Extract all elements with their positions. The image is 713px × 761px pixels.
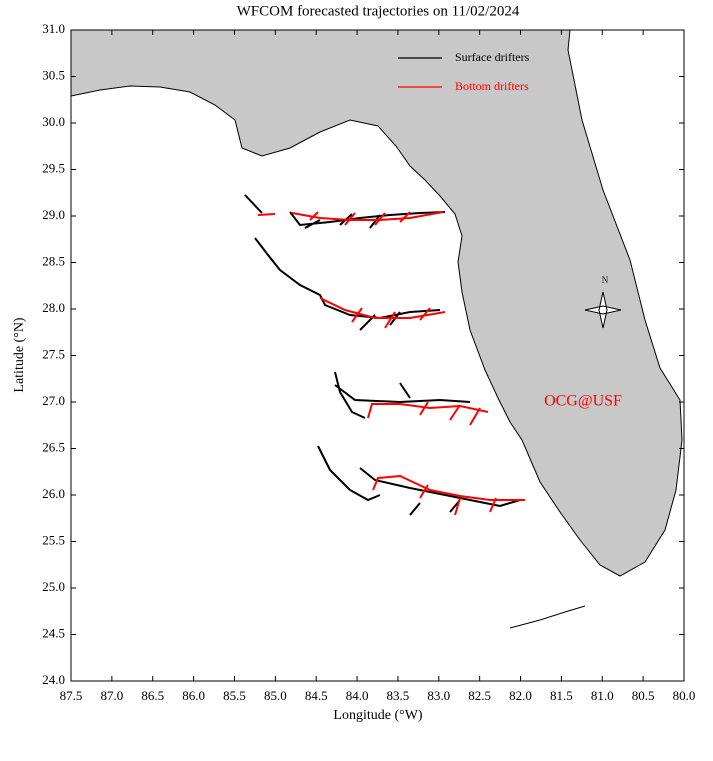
x-tick-label: 85.5 xyxy=(223,688,246,703)
x-tick-label: 86.0 xyxy=(182,688,205,703)
x-tick-label: 82.0 xyxy=(509,688,532,703)
y-tick-label: 29.0 xyxy=(42,207,65,222)
x-tick-label: 84.0 xyxy=(346,688,369,703)
x-tick-label: 84.5 xyxy=(305,688,328,703)
y-tick-label: 27.0 xyxy=(42,393,65,408)
x-tick-label: 80.0 xyxy=(673,688,696,703)
legend-label: Bottom drifters xyxy=(455,79,529,93)
x-tick-label: 86.5 xyxy=(141,688,164,703)
x-tick-label: 82.5 xyxy=(468,688,491,703)
y-tick-label: 26.0 xyxy=(42,486,65,501)
y-tick-label: 24.5 xyxy=(42,625,65,640)
annotation: OCG@USF xyxy=(544,393,622,410)
x-axis-label: Longitude (°W) xyxy=(333,708,423,723)
x-tick-label: 80.5 xyxy=(632,688,655,703)
y-tick-label: 28.5 xyxy=(42,253,65,268)
x-tick-label: 87.0 xyxy=(100,688,123,703)
x-tick-label: 83.5 xyxy=(387,688,410,703)
compass: N xyxy=(584,275,622,329)
y-tick-label: 27.5 xyxy=(42,346,65,361)
y-tick-label: 25.5 xyxy=(42,532,65,547)
y-axis-label: Latitude (°N) xyxy=(12,317,27,393)
x-tick-label: 83.0 xyxy=(427,688,450,703)
y-tick-label: 31.0 xyxy=(42,21,65,36)
y-tick-label: 28.0 xyxy=(42,300,65,315)
y-tick-label: 25.0 xyxy=(42,579,65,594)
x-tick-label: 81.0 xyxy=(591,688,614,703)
y-tick-label: 29.5 xyxy=(42,160,65,175)
y-tick-label: 30.0 xyxy=(42,114,65,129)
x-tick-label: 87.5 xyxy=(60,688,83,703)
land xyxy=(70,29,683,577)
trajectories xyxy=(244,194,525,516)
compass-label: N xyxy=(602,275,609,285)
legend-label: Surface drifters xyxy=(455,50,530,64)
keys xyxy=(509,605,586,629)
y-tick-label: 26.5 xyxy=(42,439,65,454)
y-tick-label: 24.0 xyxy=(42,672,65,687)
x-tick-label: 85.0 xyxy=(264,688,287,703)
x-tick-label: 81.5 xyxy=(550,688,573,703)
y-tick-label: 30.5 xyxy=(42,67,65,82)
title: WFCOM forecasted trajectories on 11/02/2… xyxy=(237,3,520,19)
